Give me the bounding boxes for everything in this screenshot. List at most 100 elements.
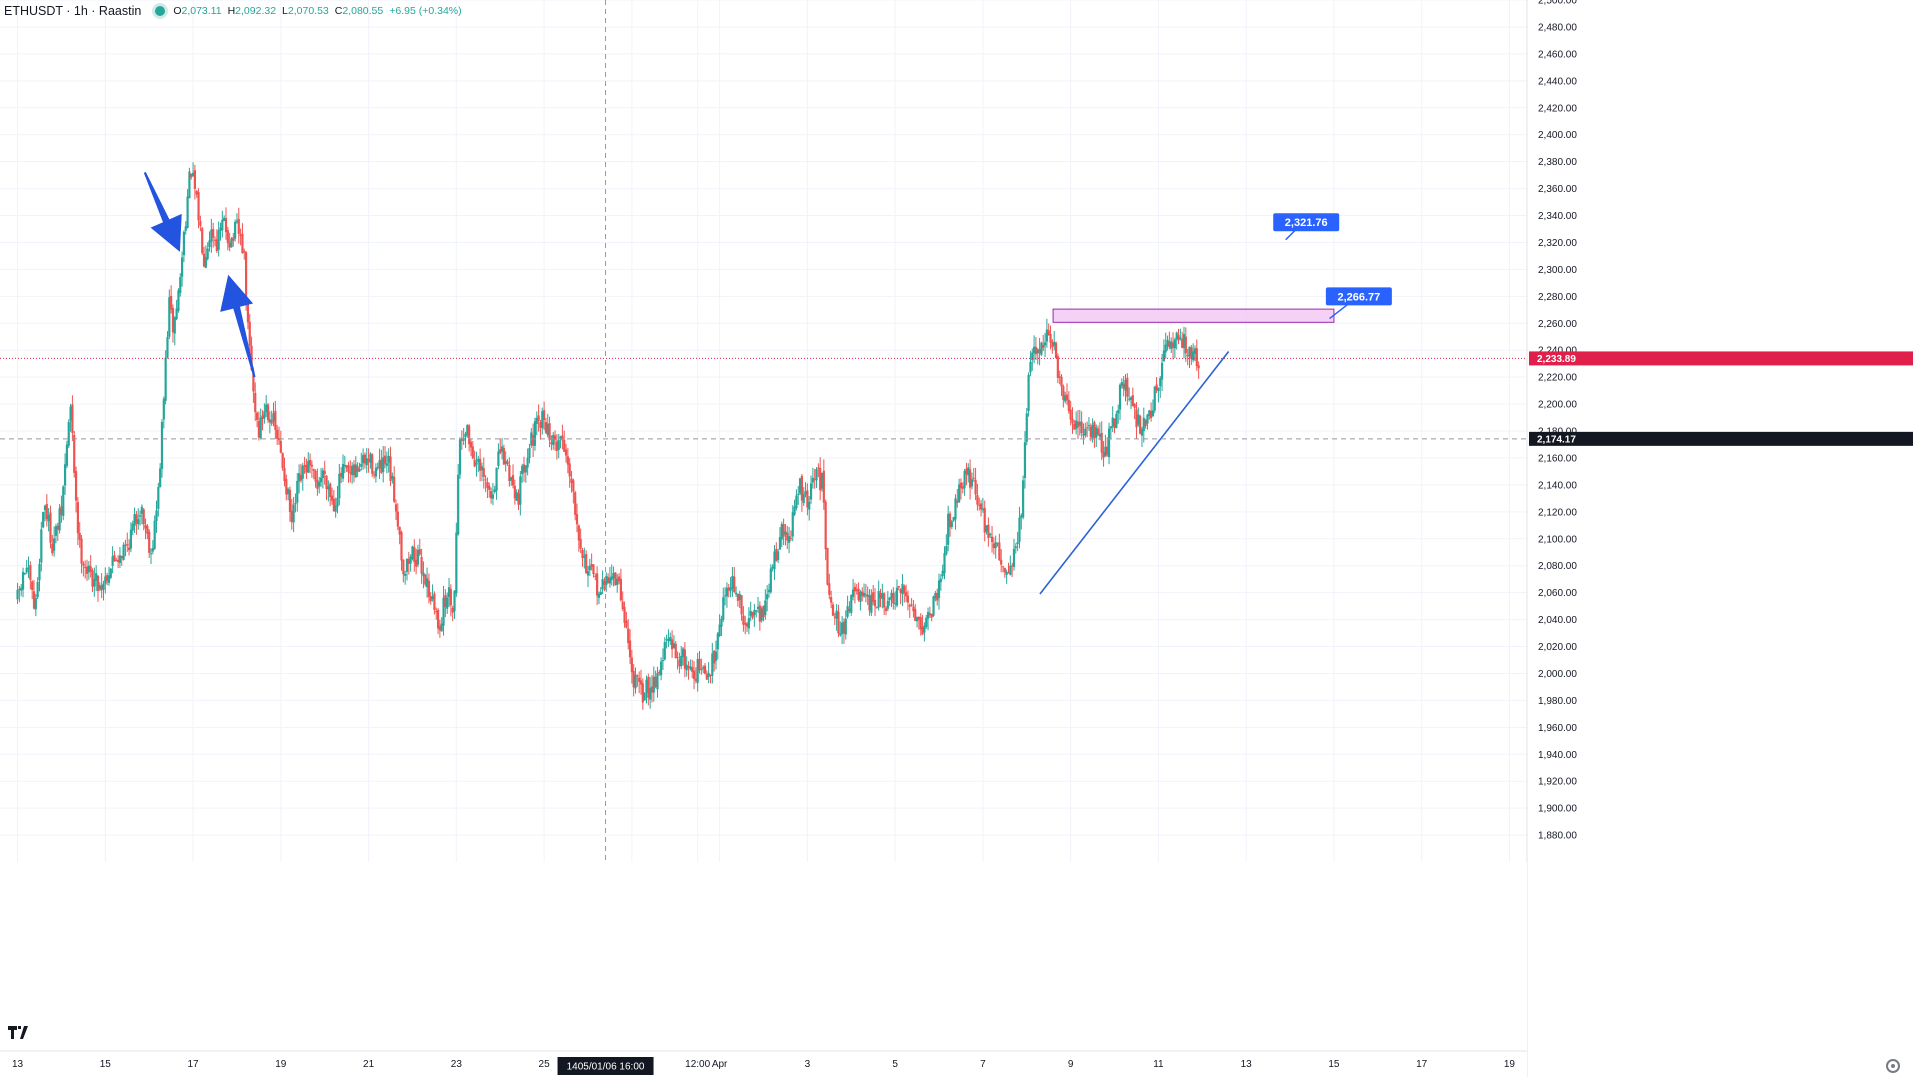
candle [771,564,774,572]
candle-body [809,483,813,500]
candle-body [67,421,70,446]
candle [872,585,875,606]
candle [811,467,814,489]
candle-body [18,589,21,591]
candle [148,529,151,559]
candle-body [230,238,233,248]
candle-body [506,461,509,465]
candle [305,458,308,479]
candle [521,463,524,483]
candle [802,487,805,506]
candle [407,551,410,575]
candle-body [246,301,250,323]
candle [1098,422,1102,441]
candle-body [603,581,606,585]
candle [709,674,712,684]
candle-body [596,573,599,596]
candle [879,588,882,608]
candle [656,666,659,698]
candle [663,637,666,661]
candle-body [449,589,452,606]
candle-body [1186,355,1189,357]
candle-body [312,469,315,471]
candle-body [919,617,922,630]
candle-body [138,515,142,517]
candle-body [937,580,941,598]
crosshair-price-box [1529,431,1913,446]
candle-body [338,473,341,499]
candle-body [486,482,489,488]
candle-body [371,454,374,474]
candle-body [287,488,290,495]
candle-body [884,608,888,611]
candle [870,589,873,617]
candle [1014,543,1017,554]
candle-body [243,251,246,253]
candle-body [148,531,151,553]
candle-body [780,523,783,540]
candle-body [1109,426,1112,429]
candle-body [610,576,613,580]
candle-body [968,469,972,488]
candle [343,455,346,474]
candle [436,608,440,635]
candle [255,411,259,428]
candle-body [195,190,198,195]
candle-body [85,566,89,574]
candle-body [661,660,665,662]
candle [287,487,290,501]
price-tick-label: 2,000.00 [1538,669,1577,680]
settings-gear-icon[interactable] [1886,1059,1900,1073]
candle [674,641,677,659]
candle-body [435,611,438,613]
candle-body [1011,565,1014,567]
symbol-title[interactable]: ETHUSDT · 1h · Raastin [4,4,142,18]
candle [639,669,643,695]
candle [961,482,964,494]
candle-body [133,514,136,526]
candle-body [385,463,388,466]
candle-body [422,572,425,577]
candle [325,475,328,501]
candle [171,304,175,343]
candle [546,413,549,438]
candle-body [798,478,802,494]
candle [415,548,418,575]
candle-body [197,192,200,221]
candle-body [1060,376,1063,387]
candle-body [98,585,101,590]
candle-body [63,464,67,486]
candle [477,455,480,473]
candle [308,453,312,474]
candle-body [239,234,242,237]
price-tick-label: 2,380.00 [1538,157,1577,168]
time-tick-label: 17 [1416,1059,1428,1070]
candle-body [495,467,498,491]
candle-body [811,477,814,483]
candle [515,489,518,501]
candle-body [1133,403,1136,408]
candle [632,664,635,697]
candle-body [1016,541,1019,545]
candle-body [447,587,451,598]
candle [581,548,584,567]
candle [1159,376,1162,399]
candle [323,460,326,485]
candle [1162,339,1165,362]
candle-body [950,521,953,527]
candle [21,567,25,598]
candle-body [985,525,988,532]
candle [734,586,738,597]
tradingview-logo-icon[interactable] [8,1026,30,1044]
candle-body [744,623,747,625]
candle [866,586,869,606]
candle [1062,384,1065,408]
candle-body [543,410,546,420]
candle-body [987,524,990,538]
candle-body [722,597,725,620]
price-tick-label: 2,140.00 [1538,480,1577,491]
candle [38,558,41,592]
time-tick-label: 5 [892,1059,898,1070]
